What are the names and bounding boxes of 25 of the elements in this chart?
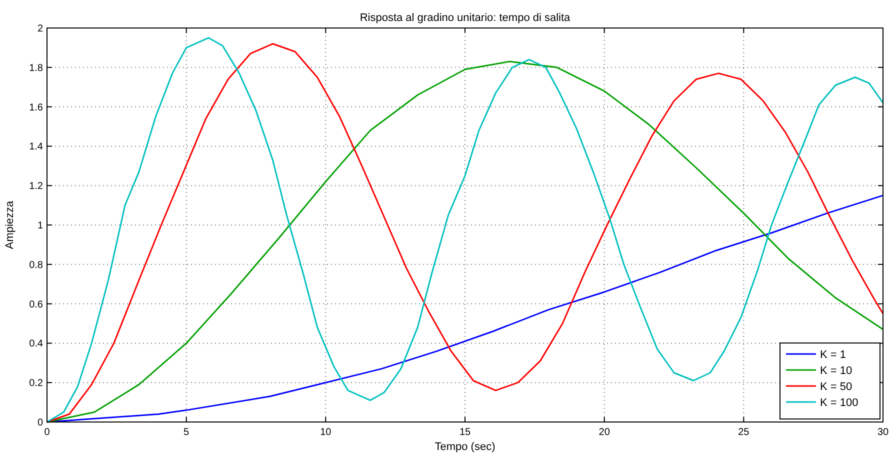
- x-tick-label: 20: [598, 427, 610, 438]
- y-tick-label: 1.8: [29, 62, 44, 74]
- legend-label: K = 10: [820, 365, 852, 377]
- x-tick-label: 10: [320, 427, 332, 438]
- y-tick-label: 1.4: [29, 142, 44, 153]
- x-axis-title: Tempo (sec): [434, 441, 496, 453]
- legend-label: K = 100: [820, 397, 858, 409]
- x-tick-label: 30: [877, 427, 889, 438]
- x-tick-label: 15: [459, 427, 471, 438]
- y-tick-label: 0.6: [29, 299, 44, 310]
- y-tick-label: 1.2: [29, 181, 44, 192]
- y-tick-label: 2: [37, 24, 44, 34]
- y-tick-label: 1.6: [29, 102, 44, 114]
- y-tick-label: 0.8: [29, 260, 44, 271]
- x-tick-label: 25: [738, 427, 750, 438]
- x-tick-label: 0: [44, 427, 50, 438]
- y-axis-title: Ampiezza: [4, 200, 16, 250]
- y-tick-label: 0: [37, 418, 44, 428]
- y-tick-label: 0.4: [29, 338, 44, 350]
- chart-title: Risposta al gradino unitario: tempo di salita: [360, 12, 572, 24]
- y-tick-label: 1: [37, 220, 44, 232]
- x-tick-label: 5: [184, 427, 190, 438]
- legend-label: K = 1: [820, 349, 846, 361]
- y-tick-label: 0.2: [29, 378, 44, 390]
- legend-label: K = 50: [820, 381, 852, 393]
